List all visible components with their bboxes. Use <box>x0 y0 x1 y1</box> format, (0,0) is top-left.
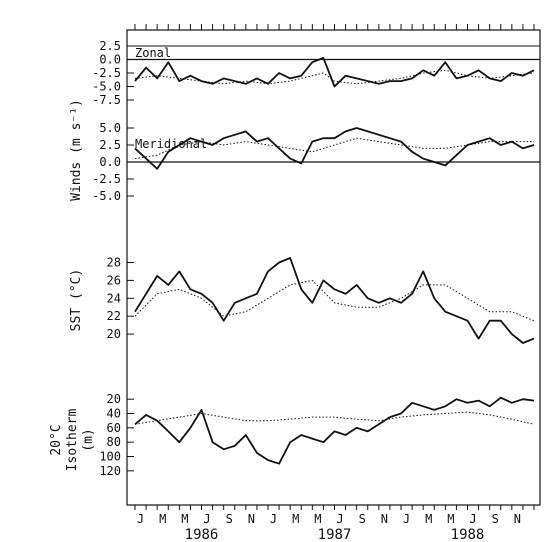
chart-marks <box>134 57 535 465</box>
zonal-ytick-label: -7.5 <box>92 93 121 107</box>
meridional-ytick-label: -2.5 <box>92 172 121 186</box>
month-label: N <box>248 512 255 526</box>
month-label: J <box>137 512 144 526</box>
chart-frame <box>126 24 541 510</box>
isotherm-ytick-label: 40 <box>107 407 121 421</box>
isotherm-series-dotted <box>134 411 535 425</box>
meridional-title: Meridional <box>135 137 207 151</box>
month-label: S <box>492 512 499 526</box>
isotherm-axis-label: 20°CIsotherm(m) <box>49 409 96 472</box>
month-label: M <box>181 512 188 526</box>
winds-axis-label: Winds (m s⁻¹) <box>69 99 84 201</box>
month-label: M <box>447 512 454 526</box>
zonal-ytick-label: -5.0 <box>92 80 121 94</box>
month-label: J <box>469 512 476 526</box>
year-label: 1987 <box>318 527 352 542</box>
month-label: J <box>336 512 343 526</box>
month-label: S <box>359 512 366 526</box>
isotherm-ytick-label: 60 <box>107 421 121 435</box>
meridional-series-dotted <box>134 137 534 160</box>
sst-series-solid <box>134 257 535 344</box>
zonal-title: Zonal <box>135 46 171 60</box>
year-label: 1988 <box>451 527 485 542</box>
month-label: M <box>425 512 432 526</box>
meridional-ytick-label: 0.0 <box>99 155 121 169</box>
isotherm-series-solid <box>134 396 535 465</box>
month-label: N <box>514 512 521 526</box>
month-label: M <box>314 512 321 526</box>
year-label: 1986 <box>185 527 219 542</box>
sst-ytick-label: 26 <box>107 273 121 287</box>
meridional-ytick-label: -5.0 <box>92 189 121 203</box>
month-label: J <box>270 512 277 526</box>
meridional-ytick-label: 2.5 <box>99 138 121 152</box>
month-label: M <box>159 512 166 526</box>
zonal-series-dotted <box>134 69 535 85</box>
month-label: J <box>403 512 410 526</box>
month-label: M <box>292 512 299 526</box>
isotherm-ytick-label: 100 <box>99 450 121 464</box>
zonal-ytick-label: 2.5 <box>99 39 121 53</box>
sst-axis-label: SST (°C) <box>69 269 84 332</box>
zonal-series-solid <box>134 57 535 88</box>
isotherm-ytick-label: 20 <box>107 392 121 406</box>
month-label: N <box>381 512 388 526</box>
zonal-ytick-label: -2.5 <box>92 66 121 80</box>
sst-series-dotted <box>134 279 535 322</box>
plot-border <box>126 29 541 506</box>
month-label: S <box>226 512 233 526</box>
zonal-ytick-label: 0.0 <box>99 53 121 67</box>
isotherm-ytick-label: 120 <box>99 464 121 478</box>
meridional-ytick-label: 5.0 <box>99 121 121 135</box>
sst-ytick-label: 22 <box>107 309 121 323</box>
month-label: J <box>203 512 210 526</box>
sst-ytick-label: 28 <box>107 255 121 269</box>
sst-ytick-label: 24 <box>107 291 121 305</box>
isotherm-ytick-label: 80 <box>107 435 121 449</box>
sst-ytick-label: 20 <box>107 327 121 341</box>
